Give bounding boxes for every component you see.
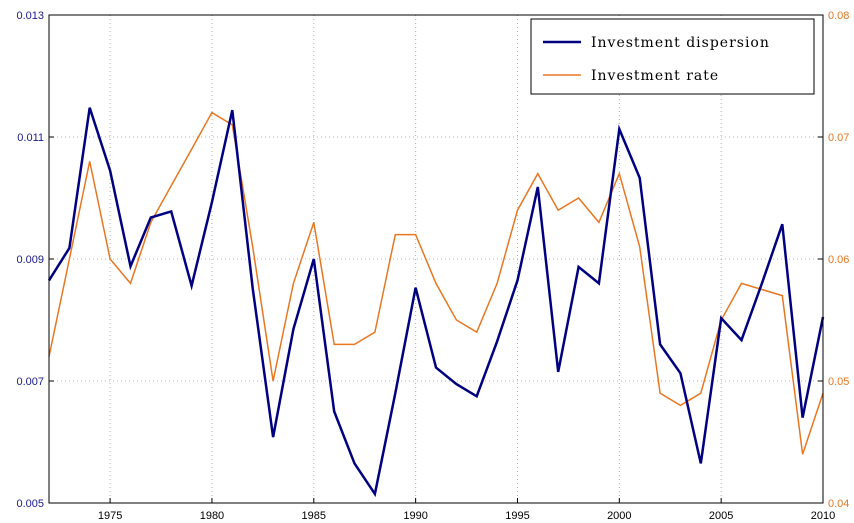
x-tick-label: 1990 [403,510,427,522]
legend-label-investment-dispersion: Investment dispersion [591,35,770,51]
y-left-tick-label: 0.009 [16,254,44,266]
x-tick-label: 1975 [98,510,122,522]
legend-label-investment-rate: Investment rate [591,68,719,84]
x-tick-label: 1985 [302,510,326,522]
legend-box [530,18,815,95]
x-tick-label: 2010 [811,510,835,522]
x-tick-label: 2000 [607,510,631,522]
series-line-investment-dispersion [47,107,825,498]
legend: Investment dispersion Investment rate [530,18,815,95]
x-tick-label: 1995 [505,510,529,522]
y-left-tick-label: 0.011 [17,132,44,144]
series-line-investment-rate [48,111,824,455]
x-tick-label: 2005 [709,510,733,522]
y-left-tick-label: 0.013 [16,10,44,22]
y-left-tick-label: 0.005 [16,498,44,510]
y-left-tick-label: 0.007 [16,376,44,388]
x-tick-label: 1980 [200,510,224,522]
series-lines [47,107,825,498]
y-right-tick-label: 0.06 [828,254,849,266]
y-right-tick-label: 0.08 [828,10,849,22]
axis-ticks: 1975 1980 1985 1990 1995 2000 2005 2010 0.005 0.0… [16,10,849,522]
y-right-tick-label: 0.04 [828,498,849,510]
y-right-tick-label: 0.07 [828,132,849,144]
y-right-tick-label: 0.05 [828,376,849,388]
